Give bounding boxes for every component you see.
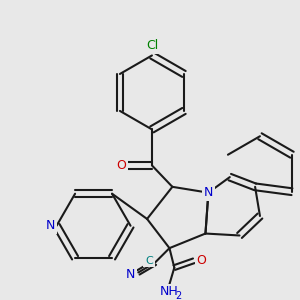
Text: Cl: Cl	[146, 39, 158, 52]
Text: N: N	[126, 268, 135, 281]
Text: N: N	[46, 219, 56, 232]
Text: O: O	[116, 159, 126, 172]
Text: N: N	[204, 186, 213, 199]
Text: NH: NH	[160, 285, 179, 298]
Text: O: O	[196, 254, 206, 267]
Text: C: C	[145, 256, 153, 266]
Text: 2: 2	[175, 291, 181, 300]
